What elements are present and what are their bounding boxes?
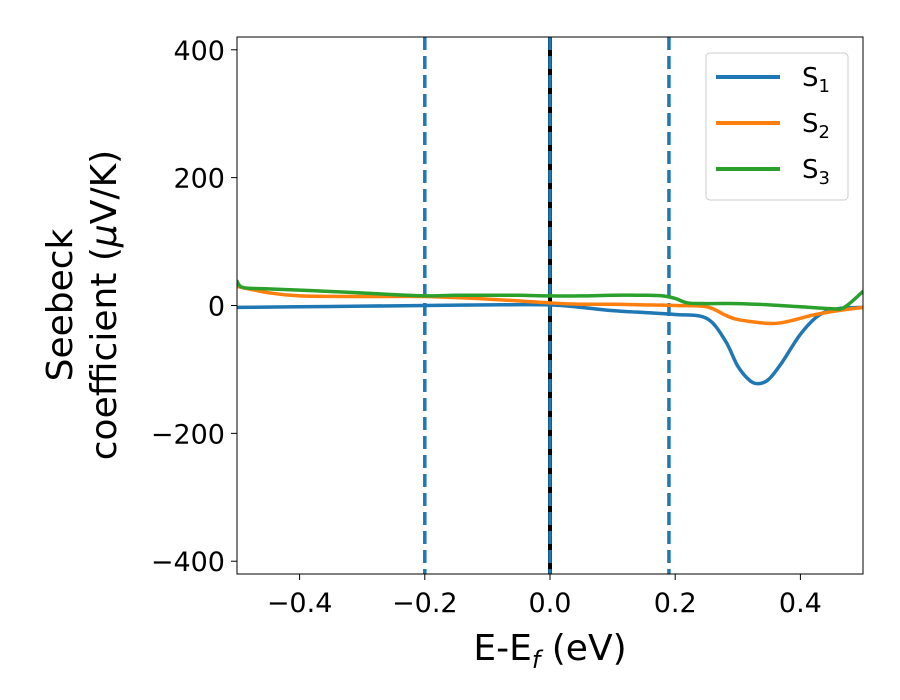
x-tick-label: 0.0 [529,588,572,619]
legend-label-s2: S2 [802,109,830,143]
x-axis: −0.4 −0.2 0.0 0.2 0.4 [267,574,822,619]
y-axis-label-line2: coefficient (μV/K) [84,150,125,460]
legend-label-main: S [802,155,819,185]
series-line-s1 [237,302,863,386]
x-tick-label: −0.4 [267,588,333,619]
legend-label-s3: S3 [802,155,830,189]
y-axis: 400 200 0 −200 −400 [151,36,237,578]
legend-label-sub: 2 [819,122,830,143]
series-line-s2 [237,284,863,326]
y-tick-label: −200 [151,419,225,450]
legend-box [705,52,849,201]
y-tick-label: 400 [173,36,225,67]
y-axis-label-line1: Seebeck [40,228,81,381]
y-axis-label-mu: μ [84,224,125,248]
x-tick-label: 0.4 [779,588,822,619]
y-tick-label: 200 [173,164,225,195]
legend-label-main: S [802,109,819,139]
x-axis-label-main: E-E [473,628,531,669]
x-axis-label: E-Ef (eV) [473,628,626,674]
legend-label-sub: 3 [819,168,830,189]
legend-label-sub: 1 [819,76,830,97]
x-tick-label: 0.2 [654,588,697,619]
series-lines [237,279,863,386]
x-axis-label-unit: (eV) [540,628,626,669]
legend-label-main: S [802,63,819,93]
legend-label-s1: S1 [802,63,830,97]
y-axis-label-post: V/K) [84,150,125,224]
y-tick-label: −400 [151,547,225,578]
series-line-s3 [237,279,863,311]
y-axis-label: Seebeck coefficient (μV/K) [40,150,125,460]
y-axis-label-pre: coefficient ( [84,247,125,460]
x-tick-label: −0.2 [392,588,458,619]
y-tick-label: 0 [208,292,225,323]
